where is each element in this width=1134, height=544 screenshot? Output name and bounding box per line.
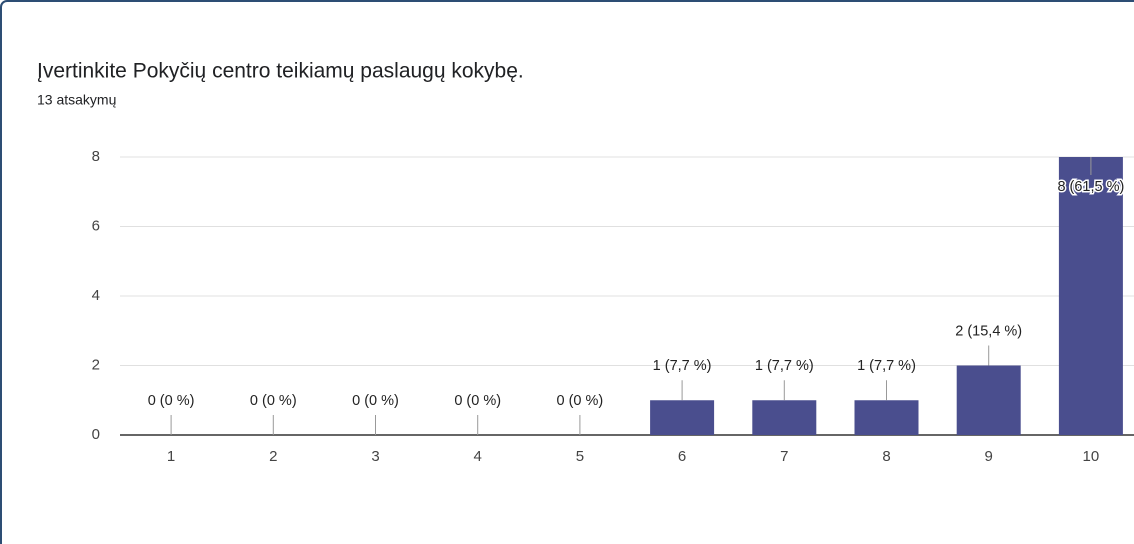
value-label: 8 (61,5 %) — [1057, 179, 1124, 195]
y-tick-label: 4 — [92, 287, 100, 304]
bar — [1058, 157, 1123, 435]
chart-subtitle: 13 atsakymų — [37, 92, 117, 108]
x-tick-label: 6 — [678, 448, 686, 465]
x-tick-label: 9 — [985, 448, 993, 465]
x-tick-label: 4 — [474, 448, 482, 465]
value-label: 0 (0 %) — [148, 393, 195, 409]
x-tick-label: 8 — [882, 448, 890, 465]
value-label: 2 (15,4 %) — [955, 323, 1022, 339]
value-label: 0 (0 %) — [557, 393, 604, 409]
x-tick-label: 10 — [1083, 448, 1100, 465]
value-label: 0 (0 %) — [454, 393, 501, 409]
bar — [650, 400, 715, 435]
bar — [854, 400, 919, 435]
y-tick-label: 6 — [92, 217, 100, 234]
value-label: 1 (7,7 %) — [857, 358, 916, 374]
x-tick-label: 2 — [269, 448, 277, 465]
bar — [752, 400, 817, 435]
x-tick-label: 7 — [780, 448, 788, 465]
y-tick-label: 0 — [92, 426, 100, 443]
value-label: 0 (0 %) — [352, 393, 399, 409]
x-tick-label: 1 — [167, 448, 175, 465]
value-label: 1 (7,7 %) — [653, 358, 712, 374]
value-label: 0 (0 %) — [250, 393, 297, 409]
chart-title: Įvertinkite Pokyčių centro teikiamų pasl… — [37, 60, 524, 83]
y-tick-label: 2 — [92, 356, 100, 373]
y-tick-label: 8 — [92, 148, 100, 165]
value-label: 1 (7,7 %) — [755, 358, 814, 374]
bar — [956, 365, 1021, 435]
x-tick-label: 3 — [371, 448, 379, 465]
x-tick-label: 5 — [576, 448, 584, 465]
